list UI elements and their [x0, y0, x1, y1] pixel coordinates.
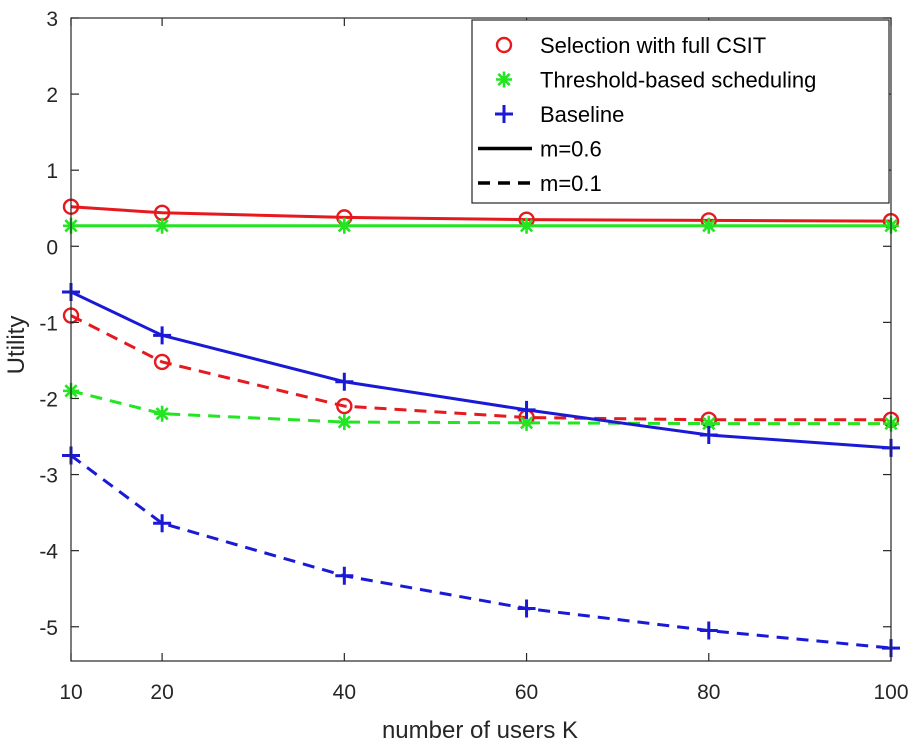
legend-label-m-0-6: m=0.6 — [540, 137, 602, 162]
utility-vs-users-chart: 10 20 40 60 80 100 -5 -4 -3 -2 -1 0 1 2 3 number of us… — [0, 0, 915, 746]
y-axis-label: Utility — [3, 316, 30, 375]
data-point-threshold-based-scheduling-06-20 — [154, 218, 170, 234]
x-tick-label-100: 100 — [873, 681, 908, 704]
x-tick-label-20: 20 — [150, 681, 173, 704]
data-point-threshold-based-scheduling-06-80 — [701, 218, 717, 234]
data-point-threshold-based-scheduling-01-20 — [154, 406, 170, 422]
y-tick-label--2: -2 — [39, 388, 58, 411]
legend: Selection with full CSIT Threshold-based … — [472, 20, 889, 203]
y-tick-label--1: -1 — [39, 312, 58, 335]
data-point-threshold-based-scheduling-06-40 — [336, 218, 352, 234]
legend-label-selection-with-full-csit: Selection with full CSIT — [540, 33, 766, 58]
data-point-threshold-based-scheduling-06-60 — [519, 218, 535, 234]
x-axis-label: number of users K — [382, 717, 578, 744]
legend-marker-threshold-based-scheduling — [496, 72, 512, 88]
legend-label-m-0-1: m=0.1 — [540, 171, 602, 196]
data-point-threshold-based-scheduling-01-40 — [336, 414, 352, 430]
y-tick-label--4: -4 — [39, 541, 58, 564]
y-tick-label--3: -3 — [39, 465, 58, 488]
x-tick-label-60: 60 — [515, 681, 538, 704]
y-tick-label-1: 1 — [46, 160, 58, 183]
x-tick-label-10: 10 — [59, 681, 82, 704]
legend-label-baseline: Baseline — [540, 102, 624, 127]
x-tick-label-40: 40 — [333, 681, 356, 704]
y-tick-label-3: 3 — [46, 8, 58, 31]
y-tick-label-2: 2 — [46, 84, 58, 107]
y-tick-label-0: 0 — [46, 236, 58, 259]
legend-label-threshold-based-scheduling: Threshold-based scheduling — [540, 68, 816, 93]
x-tick-label-80: 80 — [697, 681, 720, 704]
y-tick-label--5: -5 — [39, 617, 58, 640]
